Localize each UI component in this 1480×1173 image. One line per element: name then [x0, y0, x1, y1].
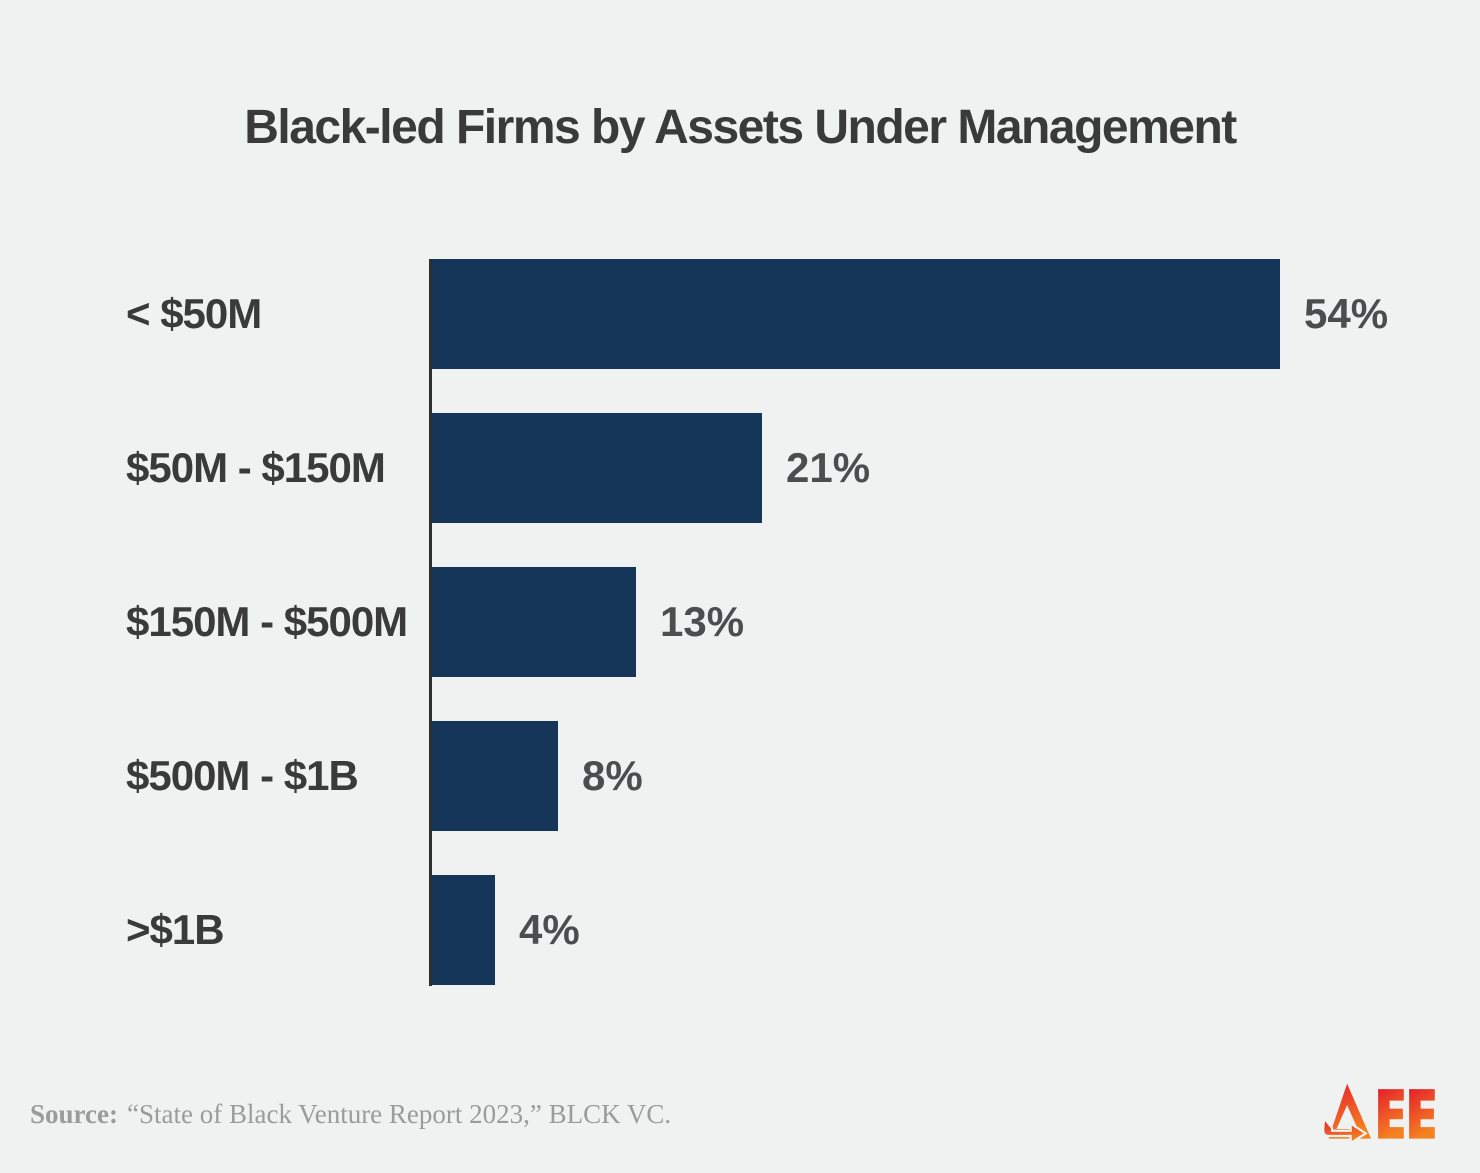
category-label: $50M - $150M — [126, 444, 386, 491]
value-label: 4% — [519, 906, 580, 953]
value-label: 21% — [786, 444, 871, 491]
bar-50m-150m — [432, 413, 762, 523]
chart-row: < $50M 54% — [0, 259, 1480, 369]
logo-a-glyph — [1328, 1083, 1372, 1139]
bar-gt-1b — [432, 875, 495, 985]
category-label: $500M - $1B — [126, 752, 359, 799]
source-note: Source: “State of Black Venture Report 20… — [30, 1099, 671, 1130]
bar-150m-500m — [432, 567, 636, 677]
logo-arrow-icon — [1322, 1115, 1368, 1144]
source-text: “State of Black Venture Report 2023,” BL… — [127, 1099, 672, 1129]
logo-e-glyph — [1409, 1089, 1435, 1139]
chart-row: >$1B 4% — [0, 875, 1480, 985]
category-label: >$1B — [126, 906, 225, 953]
chart-row: $500M - $1B 8% — [0, 721, 1480, 831]
value-label: 8% — [582, 752, 643, 799]
axis-line — [429, 259, 432, 986]
category-label: < $50M — [126, 290, 262, 337]
bar-lt-50m — [432, 259, 1280, 369]
value-label: 13% — [660, 598, 745, 645]
chart-title: Black-led Firms by Assets Under Manageme… — [244, 101, 1237, 154]
bar-chart: < $50M 54% $50M - $150M 21% $150M - $500… — [0, 259, 1480, 985]
category-label: $150M - $500M — [126, 598, 408, 645]
chart-row: $150M - $500M 13% — [0, 567, 1480, 677]
value-label: 54% — [1304, 290, 1389, 337]
logo-e-glyph — [1378, 1089, 1404, 1139]
chart-row: $50M - $150M 21% — [0, 413, 1480, 523]
aee-logo — [1322, 1083, 1435, 1144]
source-prefix: Source: — [30, 1099, 118, 1129]
bar-500m-1b — [432, 721, 558, 831]
